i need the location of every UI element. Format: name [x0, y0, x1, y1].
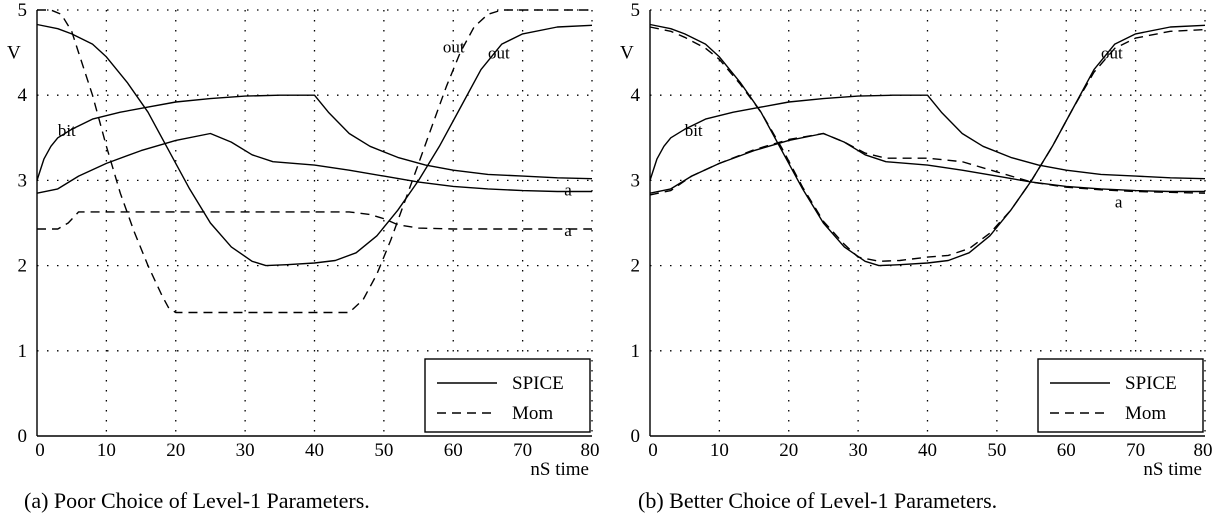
series-line-solid — [649, 94, 1206, 181]
y-tick-label: 5 — [631, 0, 641, 21]
series-line-dashed — [649, 26, 1206, 262]
y-tick-label: 2 — [18, 256, 28, 277]
series-label: a — [1115, 193, 1123, 212]
series-line-solid — [649, 23, 1206, 267]
x-tick-label: 40 — [918, 440, 937, 461]
y-axis-label: V — [7, 43, 21, 64]
x-tick-label: 20 — [779, 440, 798, 461]
y-tick-label: 4 — [631, 85, 641, 106]
chart-panel-a: 0 10 20 30 40 50 60 70 80 0 1 2 3 4 5 VnS time bit a out ou… — [7, 0, 600, 513]
y-tick-label: 5 — [18, 0, 28, 21]
chart-panel-b: 0 10 20 30 40 50 60 70 80 0 1 2 3 4 5 VnS time bit a out SP… — [620, 0, 1213, 513]
series-label: out — [443, 38, 465, 57]
series-line-solid — [36, 94, 593, 181]
legend-entry-label: SPICE — [512, 373, 564, 394]
y-tick-label: 0 — [631, 426, 641, 447]
x-tick-label: 50 — [374, 440, 393, 461]
series-line-solid — [36, 23, 593, 267]
series-line-solid — [36, 132, 592, 194]
x-axis-label: nS time — [1143, 459, 1202, 480]
y-axis-label: V — [620, 43, 634, 64]
legend-box — [424, 358, 591, 433]
series-line-dashed — [649, 132, 1206, 196]
series-label: a — [564, 221, 572, 240]
y-tick-label: 1 — [631, 341, 641, 362]
x-tick-label: 70 — [513, 440, 532, 461]
x-tick-label: 60 — [1057, 440, 1076, 461]
series-line-dashed — [37, 211, 592, 230]
legend-entry-label: SPICE — [1125, 373, 1177, 394]
y-tick-label: 3 — [18, 170, 28, 191]
series-label: a — [564, 181, 572, 200]
x-tick-label: 70 — [1126, 440, 1145, 461]
y-tick-label: 4 — [18, 85, 28, 106]
series-label: bit — [685, 121, 703, 140]
y-tick-label: 3 — [631, 170, 641, 191]
x-tick-label: 40 — [305, 440, 324, 461]
legend-box — [1037, 358, 1204, 433]
x-tick-label: 10 — [710, 440, 729, 461]
chart-caption: (b) Better Choice of Level-1 Parameters. — [638, 488, 997, 513]
x-axis-label: nS time — [530, 459, 589, 480]
x-tick-label: 60 — [444, 440, 463, 461]
x-tick-label: 0 — [35, 440, 45, 461]
y-tick-label: 1 — [18, 341, 28, 362]
x-tick-label: 80 — [1194, 440, 1213, 461]
series-label: out — [488, 44, 510, 63]
chart-caption: (a) Poor Choice of Level-1 Parameters. — [24, 488, 370, 513]
x-tick-label: 0 — [648, 440, 658, 461]
legend-entry-label: Mom — [1125, 403, 1166, 424]
series-label: out — [1101, 44, 1123, 63]
legend-entry-label: Mom — [512, 403, 553, 424]
x-tick-label: 30 — [849, 440, 868, 461]
y-tick-label: 0 — [18, 426, 28, 447]
x-tick-label: 80 — [581, 440, 600, 461]
series-line-solid — [649, 132, 1205, 194]
y-tick-label: 2 — [631, 256, 641, 277]
series-label: bit — [58, 121, 76, 140]
x-tick-label: 50 — [987, 440, 1006, 461]
x-tick-label: 10 — [97, 440, 116, 461]
x-tick-label: 30 — [236, 440, 255, 461]
x-tick-label: 20 — [166, 440, 185, 461]
